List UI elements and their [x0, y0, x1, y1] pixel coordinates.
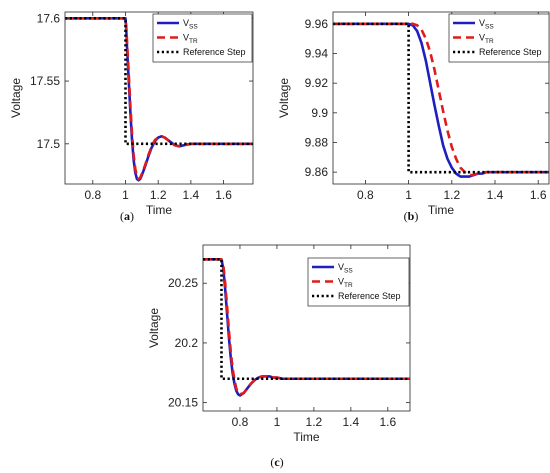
y-tick-label: 9.88: [305, 135, 329, 149]
series-line-tr: [65, 16, 253, 181]
y-axis-label: Voltage: [277, 78, 291, 118]
x-tick-label: 1.6: [530, 188, 547, 202]
x-tick-label: 1.6: [215, 188, 232, 202]
x-tick-label: 1.2: [443, 188, 460, 202]
chart-panel-a: 0.8 1 1.2 1.4 1.6 17.5 17.55 17.6 Time Voltage VSS…: [9, 11, 254, 223]
x-axis-label: Time: [293, 430, 320, 444]
x-tick-label: 1.2: [150, 188, 167, 202]
x-axis-label: Time: [428, 203, 455, 217]
legend-entry: Reference Step: [479, 47, 542, 57]
y-tick-label: 20.25: [168, 276, 198, 290]
x-tick-label: 1.4: [487, 188, 504, 202]
y-tick-label: 9.92: [305, 76, 329, 90]
x-tick-label: 1: [122, 188, 129, 202]
axes-frame: [332, 11, 550, 185]
x-tick-label: 1: [405, 188, 412, 202]
panel-caption: (a): [120, 209, 134, 223]
chart-panel-b: 0.8 1 1.2 1.4 1.6 9.86 9.88 9.9 9.92 9.94 9.96 Time…: [277, 11, 550, 223]
y-tick-label: 17.55: [30, 74, 60, 88]
y-tick-label: 9.9: [311, 106, 328, 120]
y-tick-label: 17.5: [37, 137, 61, 151]
y-tick-label: 9.96: [305, 17, 329, 31]
series-line-reference-step: [65, 16, 253, 146]
panel-caption: (c): [270, 455, 283, 469]
y-tick-label: 17.6: [37, 11, 61, 25]
chart-panel-c: 0.8 1 1.2 1.4 1.6 20.15 20.2 20.25 Time Voltage VS…: [147, 244, 411, 469]
series-line-reference-step: [203, 258, 410, 381]
x-tick-label: 1: [274, 415, 281, 429]
legend-entry: Reference Step: [338, 291, 401, 301]
panel-caption: (b): [404, 209, 419, 223]
x-tick-label: 1.4: [343, 415, 360, 429]
x-tick-label: 1.6: [379, 415, 396, 429]
x-tick-label: 0.8: [232, 415, 249, 429]
legend-entry: Reference Step: [183, 47, 246, 57]
y-tick-label: 9.94: [305, 47, 329, 61]
y-axis-label: Voltage: [147, 308, 161, 348]
x-tick-label: 1.2: [306, 415, 323, 429]
y-tick-label: 9.86: [305, 165, 329, 179]
y-tick-label: 20.15: [168, 396, 198, 410]
series-line-reference-step: [333, 22, 549, 174]
x-tick-label: 0.8: [84, 188, 101, 202]
axes-frame: [202, 244, 411, 412]
y-axis-label: Voltage: [9, 78, 23, 118]
axes-frame: [64, 11, 254, 185]
x-tick-label: 0.8: [357, 188, 374, 202]
x-tick-label: 1.4: [183, 188, 200, 202]
y-tick-label: 20.2: [175, 336, 199, 350]
x-axis-label: Time: [146, 203, 173, 217]
